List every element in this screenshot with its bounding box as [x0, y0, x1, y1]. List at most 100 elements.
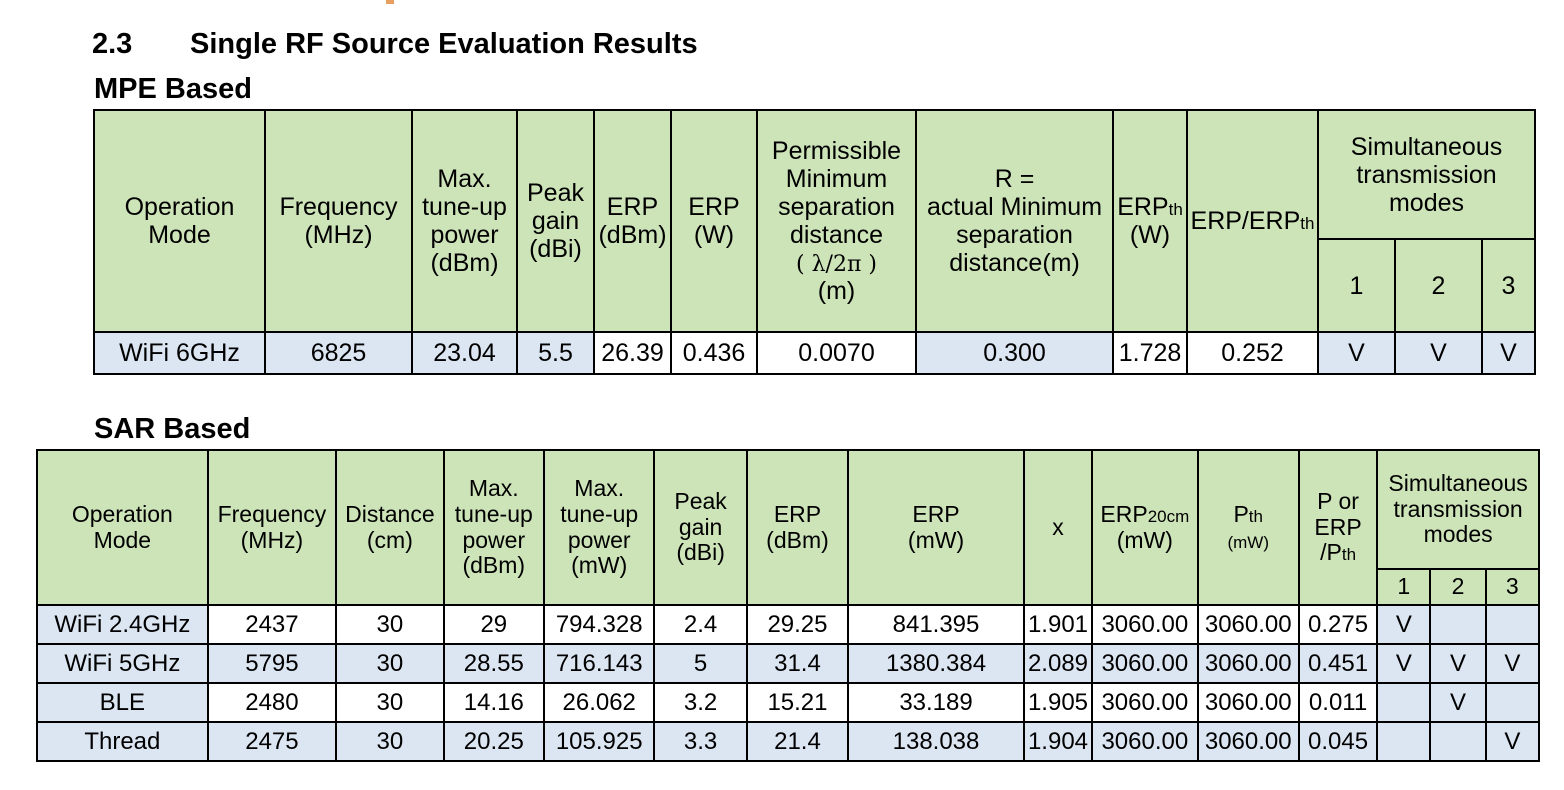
mpe-header-permissible-distance: Permissible Minimum separation distance( λ/…	[756, 109, 917, 333]
power-cell: 23.04	[411, 331, 518, 375]
erp-dbm-cell: 31.4	[745, 643, 850, 684]
mpe-header-erp-ratio: ERP/ERPth	[1186, 109, 1319, 333]
mpe-header-erp-dbm: ERP (dBm)	[593, 109, 672, 333]
sim-3-cell: V	[1480, 331, 1537, 375]
erp-dbm-cell: 26.39	[593, 331, 672, 375]
table-row: WiFi 2.4GHz 2437 30 29 794.328 2.4 29.25…	[36, 604, 1541, 645]
mpe-heading: MPE Based	[94, 73, 252, 105]
sim-1-cell: V	[1317, 331, 1396, 375]
x-cell: 1.901	[1022, 604, 1094, 645]
table-row: Thread 2475 30 20.25 105.925 3.3 21.4 13…	[36, 721, 1541, 762]
distance-cell: 30	[335, 721, 445, 762]
mpe-header-actual-distance: R = actual Minimum separation distance(m)	[915, 109, 1114, 333]
power-dbm-cell: 14.16	[442, 682, 545, 723]
erp-dbm-cell: 29.25	[745, 604, 850, 645]
sar-header-sim-2: 2	[1429, 568, 1487, 606]
gain-cell: 3.2	[653, 682, 748, 723]
sar-header-distance: Distance (cm)	[335, 449, 445, 606]
x-cell: 2.089	[1022, 643, 1094, 684]
table-row: WiFi 5GHz 5795 30 28.55 716.143 5 31.4 1…	[36, 643, 1541, 684]
erpth-cell: 1.728	[1112, 331, 1188, 375]
distance-cell: 30	[335, 682, 445, 723]
x-cell: 1.904	[1022, 721, 1094, 762]
erp20cm-cell: 3060.00	[1091, 604, 1199, 645]
sim-1-cell: V	[1376, 604, 1432, 645]
power-dbm-cell: 28.55	[442, 643, 545, 684]
sar-header-erp20cm: ERP20cm (mW)	[1091, 449, 1199, 606]
mode-cell: WiFi 2.4GHz	[36, 604, 209, 645]
erp-w-cell: 0.436	[670, 331, 758, 375]
mpe-header-mode: Operation Mode	[93, 109, 266, 333]
table-row: WiFi 6GHz 6825 23.04 5.5 26.39 0.436 0.0…	[93, 331, 1537, 375]
mpe-header-erpth: ERPth (W)	[1112, 109, 1188, 333]
erp-mw-cell: 1380.384	[847, 643, 1025, 684]
mode-cell: BLE	[36, 682, 209, 723]
sar-header-simultaneous: Simultaneous transmission modes	[1376, 449, 1540, 570]
pth-cell: 3060.00	[1196, 643, 1300, 684]
mpe-header-power: Max. tune-up power (dBm)	[411, 109, 518, 333]
sar-heading: SAR Based	[94, 413, 251, 445]
x-cell: 1.905	[1022, 682, 1094, 723]
sim-2-cell	[1429, 604, 1487, 645]
sar-header-frequency: Frequency (MHz)	[206, 449, 338, 606]
mpe-header-erp-w: ERP (W)	[670, 109, 758, 333]
sim-1-cell	[1376, 721, 1432, 762]
erp-dbm-cell: 21.4	[745, 721, 850, 762]
sar-header-power-dbm: Max. tune-up power (dBm)	[442, 449, 545, 606]
gain-cell: 5	[653, 643, 748, 684]
mode-cell: Thread	[36, 721, 209, 762]
mpe-header-simultaneous: Simultaneous transmission modes	[1316, 109, 1537, 240]
permissible-distance-cell: 0.0070	[756, 331, 917, 375]
erp-mw-cell: 841.395	[847, 604, 1025, 645]
mpe-header-sim-3: 3	[1480, 238, 1537, 333]
mpe-header-gain: Peak gain (dBi)	[516, 109, 595, 333]
frequency-cell: 2480	[206, 682, 338, 723]
frequency-cell: 2475	[206, 721, 338, 762]
table-row: BLE 2480 30 14.16 26.062 3.2 15.21 33.18…	[36, 682, 1541, 723]
actual-distance-cell: 0.300	[915, 331, 1114, 375]
sar-header-power-mw: Max. tune-up power (mW)	[542, 449, 656, 606]
sar-header-mode: Operation Mode	[36, 449, 209, 606]
pth-cell: 3060.00	[1196, 682, 1300, 723]
power-dbm-cell: 20.25	[442, 721, 545, 762]
mpe-header-frequency: Frequency (MHz)	[264, 109, 413, 333]
sim-3-cell: V	[1484, 643, 1541, 684]
sim-1-cell: V	[1376, 643, 1432, 684]
ratio-cell: 0.275	[1297, 604, 1379, 645]
sim-2-cell	[1429, 721, 1487, 762]
gain-cell: 2.4	[653, 604, 748, 645]
power-mw-cell: 794.328	[542, 604, 656, 645]
mode-cell: WiFi 6GHz	[93, 331, 266, 375]
pth-cell: 3060.00	[1196, 721, 1300, 762]
section-number: 2.3	[92, 28, 133, 60]
section-title: Single RF Source Evaluation Results	[190, 28, 698, 60]
frequency-cell: 5795	[206, 643, 338, 684]
frequency-cell: 2437	[206, 604, 338, 645]
erp20cm-cell: 3060.00	[1091, 682, 1199, 723]
sim-3-cell: V	[1484, 721, 1541, 762]
sim-1-cell	[1376, 682, 1432, 723]
sar-table: Operation Mode Frequency (MHz) Distance (cm…	[36, 449, 1541, 762]
sar-header-x: x	[1022, 449, 1094, 606]
sim-3-cell	[1484, 682, 1541, 723]
sar-header-gain: Peak gain (dBi)	[653, 449, 748, 606]
sim-2-cell: V	[1429, 682, 1487, 723]
distance-cell: 30	[335, 643, 445, 684]
sar-header-ratio: P or ERP/Pth	[1297, 449, 1379, 606]
gain-cell: 5.5	[516, 331, 595, 375]
section-heading: 2.3 Single RF Source Evaluation Results	[92, 28, 698, 61]
erp-mw-cell: 33.189	[847, 682, 1025, 723]
erp-ratio-cell: 0.252	[1186, 331, 1319, 375]
ratio-cell: 0.045	[1297, 721, 1379, 762]
gain-cell: 3.3	[653, 721, 748, 762]
distance-cell: 30	[335, 604, 445, 645]
mpe-header-sim-2: 2	[1394, 238, 1483, 333]
frequency-cell: 6825	[264, 331, 413, 375]
ratio-cell: 0.011	[1297, 682, 1379, 723]
power-dbm-cell: 29	[442, 604, 545, 645]
sar-header-sim-1: 1	[1376, 568, 1432, 606]
sim-2-cell: V	[1429, 643, 1487, 684]
sim-3-cell	[1484, 604, 1541, 645]
mode-cell: WiFi 5GHz	[36, 643, 209, 684]
mpe-table: Operation Mode Frequency (MHz) Max. tune-up…	[93, 109, 1537, 375]
